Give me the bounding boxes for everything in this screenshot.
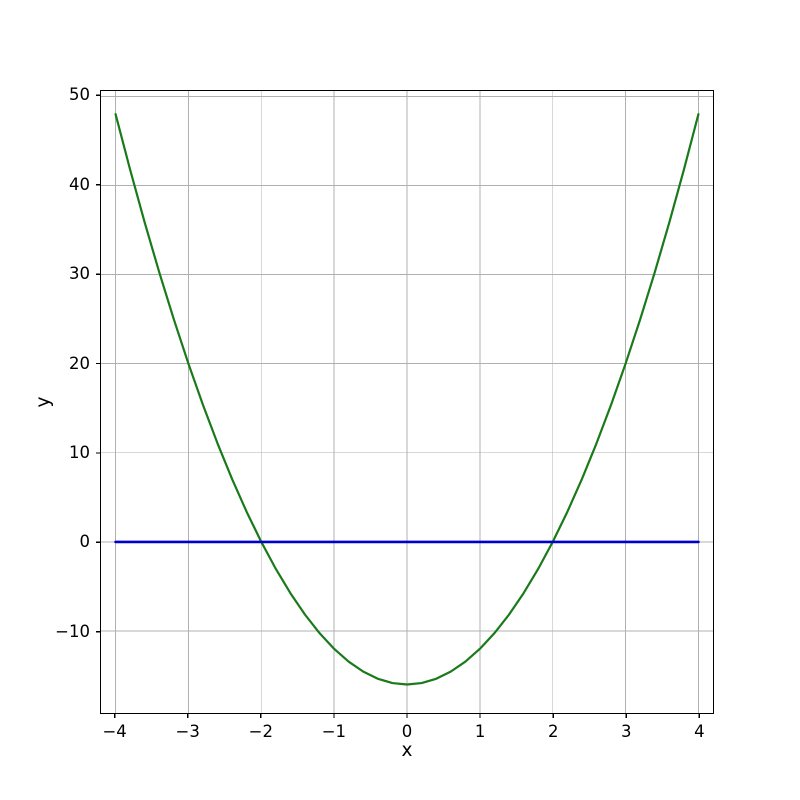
y-tick-label: 30 [69,263,90,283]
x-tick-label: −4 [102,722,127,741]
grid-vertical-lines [115,91,699,713]
y-tick-label: 40 [69,174,90,194]
y-tick-label: 10 [69,442,90,462]
y-tick-label: 0 [79,532,91,552]
x-tick-label: −3 [175,722,200,741]
x-tick-label: 4 [694,722,705,741]
series-line-parabola [114,113,700,686]
series-group [114,113,700,686]
x-tick-label: −1 [321,722,347,741]
x-tick-label: −2 [248,722,273,741]
y-tick-label: 50 [69,85,90,105]
x-tick-label: 1 [474,722,486,741]
plot-svg [101,91,713,713]
x-axis-label: x [401,740,413,761]
y-tick-label: −10 [55,621,90,641]
y-tick-label: 20 [69,353,90,373]
x-tick-label: 0 [401,722,413,741]
x-tick-label: 3 [621,722,632,741]
x-tick-marks [113,714,701,718]
plot-axes [100,90,714,714]
x-tick-label: 2 [547,722,559,741]
y-axis-label: y [32,396,54,408]
